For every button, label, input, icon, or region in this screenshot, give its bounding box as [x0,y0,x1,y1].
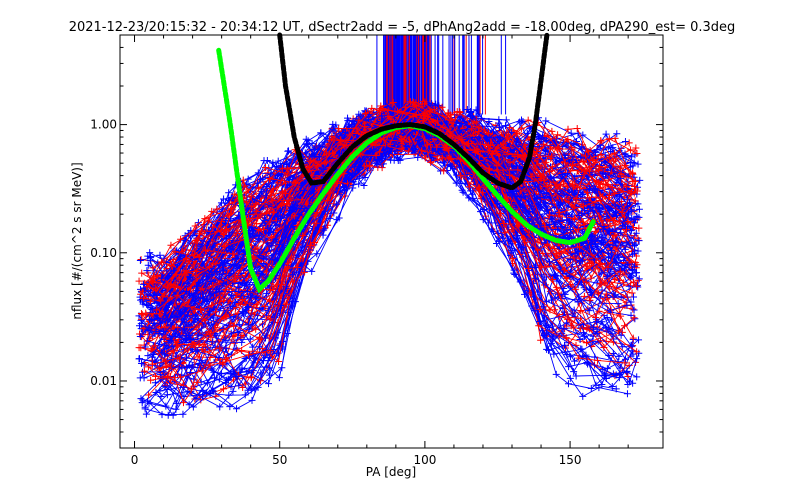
blue-data-point [163,391,171,399]
blue-data-point [226,403,234,411]
red-data-point [162,362,170,370]
blue-data-point [136,256,144,264]
blue-data-point [623,390,631,398]
blue-data-point [618,343,626,351]
blue-data-point [634,160,642,168]
blue-data-point [630,306,638,314]
blue-data-point [142,410,150,418]
red-data-point [167,241,175,249]
red-data-point [602,337,610,345]
blue-data-point [579,392,587,400]
blue-data-point [621,138,629,146]
blue-data-point [164,411,172,419]
blue-data-point [582,351,590,359]
blue-data-point [598,380,606,388]
red-data-point [591,361,599,369]
blue-data-point [225,189,233,197]
red-data-point [252,325,260,333]
blue-data-point [248,396,256,404]
blue-data-point [602,130,610,138]
red-data-point [135,277,143,285]
blue-data-point [635,275,643,283]
red-data-point [537,336,545,344]
red-data-point [635,224,643,232]
blue-data-point [630,293,638,301]
blue-data-point [636,176,644,184]
blue-data-point [633,373,641,381]
blue-data-point [635,205,643,213]
blue-data-point [629,379,637,387]
blue-data-point [360,181,368,189]
blue-data-point [547,296,555,304]
blue-data-point [613,130,621,138]
blue-data-point [265,380,273,388]
red-data-point [632,144,640,152]
blue-data-point [229,387,237,395]
blue-data-point [561,341,569,349]
blue-data-point [233,405,241,413]
blue-data-point [571,357,579,365]
blue-data-point [542,117,550,125]
pitch-angle-curves [135,97,644,419]
red-data-point [389,98,397,106]
blue-data-point [603,313,611,321]
blue-data-point [502,116,510,124]
blue-data-point [361,173,369,181]
blue-data-point [146,249,154,257]
blue-data-point [140,374,148,382]
blue-data-point [284,147,292,155]
blue-data-point [144,352,152,360]
red-data-point [591,227,599,235]
blue-data-point [274,157,282,165]
blue-data-point [216,403,224,411]
red-data-point [624,373,632,381]
blue-data-point [156,251,164,259]
